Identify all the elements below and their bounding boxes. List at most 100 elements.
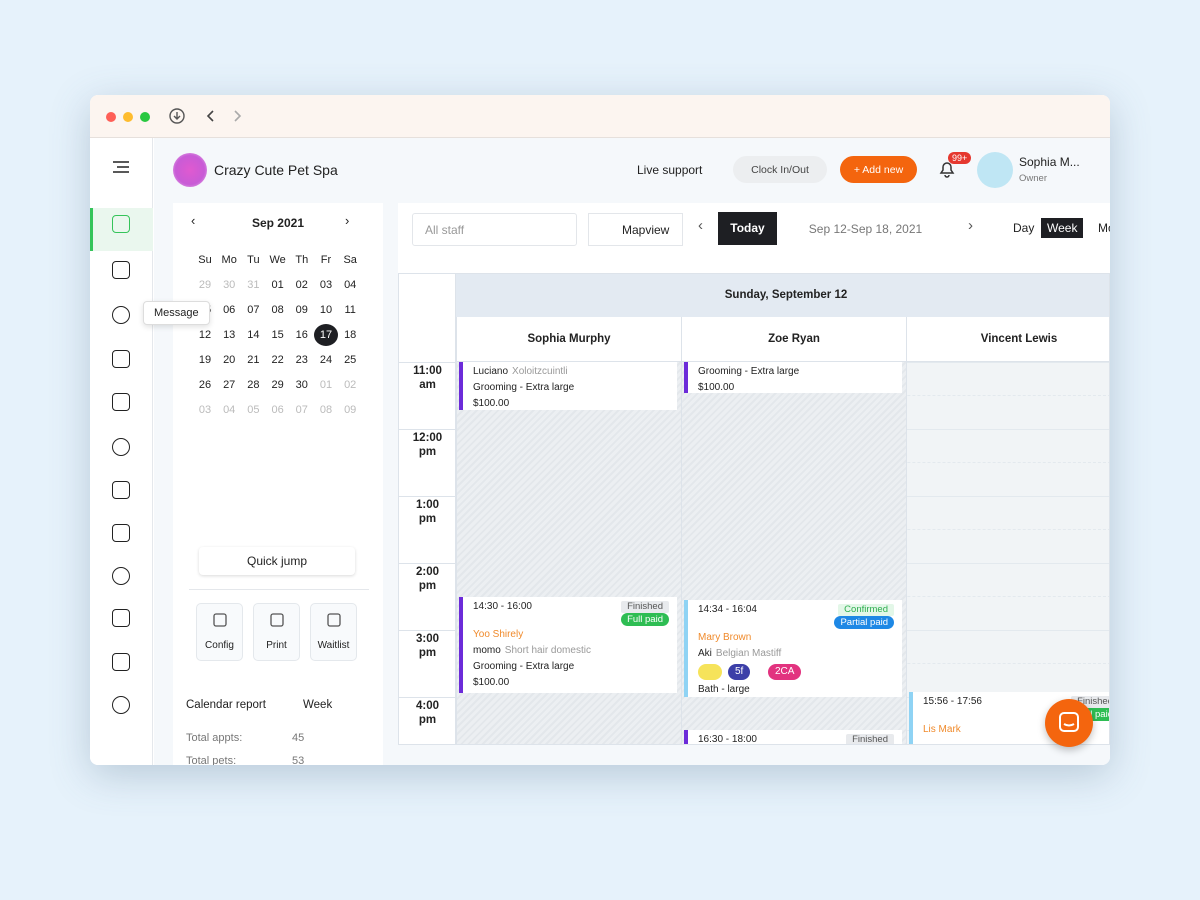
tool-button[interactable]: Waitlist [310,603,357,661]
prev-month[interactable]: ‹ [191,213,196,228]
day[interactable]: 06 [223,304,236,316]
day[interactable]: 07 [295,404,308,416]
day[interactable]: 30 [295,379,308,391]
avatar[interactable] [977,152,1013,188]
nav-icon[interactable] [112,306,130,324]
day[interactable]: 17 [314,324,338,346]
tool-button[interactable]: Config [196,603,243,661]
appointment[interactable]: 14:34 - 16:04 Confirmed Partial paid Mary B… [684,600,902,697]
clock-button[interactable]: Clock In/Out [733,156,827,183]
maximize[interactable] [140,112,150,122]
nav-icon[interactable] [112,158,130,176]
tool-button[interactable]: Print [253,603,300,661]
live-support[interactable]: Live support [637,163,703,177]
nav-icon[interactable] [112,393,130,411]
column-line [456,317,457,744]
day[interactable]: 03 [198,404,212,416]
tool-label: Config [205,640,234,651]
day[interactable]: 12 [198,329,212,341]
day[interactable]: 08 [319,404,333,416]
mapview[interactable]: Mapview [588,213,683,246]
nav-icon[interactable] [112,609,130,627]
day[interactable]: 19 [198,354,212,366]
appointment[interactable]: Grooming - Extra large $100.00 [684,362,902,393]
user-role: Owner [1019,173,1047,184]
service: Bath - large [698,684,750,695]
bell[interactable] [937,159,957,179]
time: 15:56 - 17:56 [923,696,982,707]
day[interactable]: 04 [344,279,357,291]
day[interactable]: 10 [319,304,333,316]
day[interactable]: 22 [271,354,284,366]
view-toggle[interactable]: Day [1013,221,1035,235]
title-bar [90,95,1110,138]
nav-icon[interactable] [112,524,130,542]
chat-launcher[interactable] [1045,699,1093,747]
report-period[interactable]: Week [303,699,333,711]
day[interactable]: 25 [344,354,357,366]
day[interactable]: 08 [271,304,284,316]
nav-icon[interactable] [112,653,130,671]
day[interactable]: 02 [295,279,308,291]
day[interactable]: 27 [223,379,236,391]
next-month[interactable]: › [345,213,350,228]
time: 14:30 - 16:00 [473,601,532,612]
day[interactable]: 13 [223,329,236,341]
nav-icon[interactable] [112,696,130,714]
appointment[interactable]: 16:30 - 18:00 Finished [684,730,902,744]
day[interactable]: 24 [319,354,333,366]
day[interactable]: 15 [271,329,284,341]
nav-icon[interactable] [112,350,130,368]
date-range: Sep 12-Sep 18, 2021 [808,222,923,236]
view-toggle[interactable]: Week [1041,218,1084,238]
breed: Belgian Mastiff [715,648,782,659]
day[interactable]: 07 [247,304,260,316]
today-button[interactable]: Today [718,212,777,245]
day[interactable]: 09 [295,304,308,316]
day[interactable]: 20 [223,354,236,366]
day[interactable]: 04 [223,404,236,416]
appointment[interactable]: 14:30 - 16:00 Finished Full paid Yoo Shirel… [459,597,677,693]
user-name[interactable]: Sophia M... [1019,155,1080,169]
day[interactable]: 29 [271,379,284,391]
next-week[interactable]: › [968,217,973,234]
close[interactable] [106,112,116,122]
day[interactable]: 05 [247,404,260,416]
nav-icon[interactable] [112,215,130,233]
prev-week[interactable]: ‹ [698,217,703,234]
day[interactable]: 23 [295,354,308,366]
appointment[interactable]: Luciano Xoloitzcuintli Grooming - Extra la… [459,362,677,410]
day[interactable]: 16 [295,329,308,341]
day[interactable]: 09 [344,404,357,416]
nav-icons [169,108,242,124]
day[interactable]: 29 [198,279,212,291]
day[interactable]: 31 [247,279,260,291]
day[interactable]: 11 [344,304,356,316]
nav-icon[interactable] [112,438,130,456]
report-value: 45 [292,732,305,744]
day[interactable]: 06 [271,404,284,416]
staff-select[interactable]: All staff [412,213,577,246]
day[interactable]: 28 [247,379,260,391]
day[interactable]: 14 [247,329,260,341]
day[interactable]: 18 [344,329,357,341]
nav-icon[interactable] [112,481,130,499]
nav-icon[interactable] [112,567,130,585]
nav-icon[interactable] [112,261,130,279]
day[interactable]: 02 [344,379,357,391]
price: $100.00 [473,677,510,688]
quick-jump[interactable]: Quick jump [199,547,355,575]
day[interactable]: 26 [198,379,212,391]
breed: Short hair domestic [504,645,591,656]
day[interactable]: 30 [223,279,236,291]
day[interactable]: 01 [319,379,333,391]
day[interactable]: 21 [247,354,260,366]
day[interactable]: 03 [319,279,333,291]
day[interactable]: 01 [271,279,284,291]
minimize[interactable] [123,112,133,122]
add-new-button[interactable]: + Add new [840,156,917,183]
service: Grooming - Extra large [698,366,800,377]
view-toggle[interactable]: Month [1098,221,1110,235]
weekday: Sa [343,254,357,266]
